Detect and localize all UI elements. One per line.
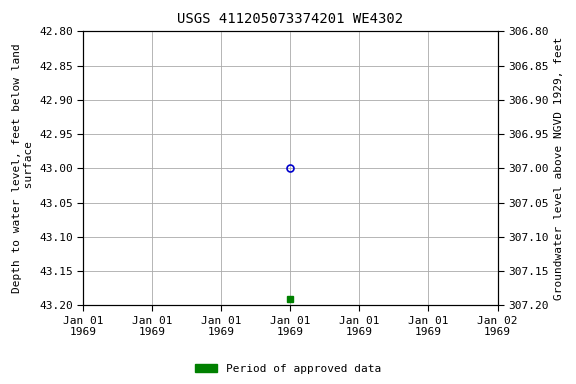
Y-axis label: Groundwater level above NGVD 1929, feet: Groundwater level above NGVD 1929, feet — [554, 37, 564, 300]
Legend: Period of approved data: Period of approved data — [191, 359, 385, 379]
Y-axis label: Depth to water level, feet below land
 surface: Depth to water level, feet below land su… — [12, 43, 33, 293]
Title: USGS 411205073374201 WE4302: USGS 411205073374201 WE4302 — [177, 12, 403, 26]
